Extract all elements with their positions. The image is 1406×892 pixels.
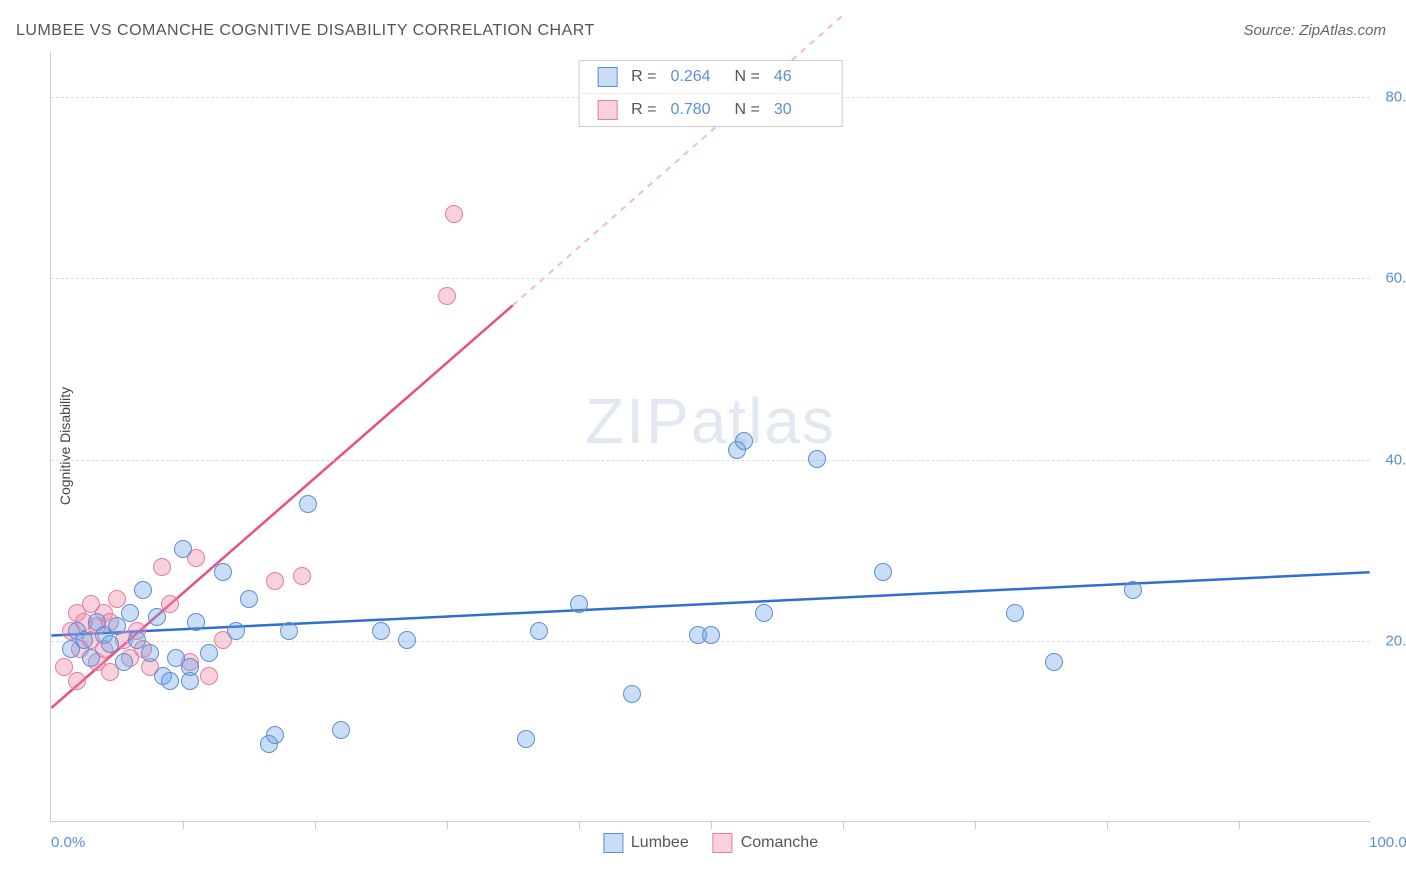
comanche-point (161, 595, 179, 613)
lumbee-point (141, 644, 159, 662)
lumbee-point (121, 604, 139, 622)
lumbee-point (101, 635, 119, 653)
x-tick (183, 821, 184, 829)
lumbee-point (115, 653, 133, 671)
plot-area: ZIPatlas 0.0% 100.0% R =0.264N =46R =0.7… (50, 52, 1370, 822)
lumbee-point (181, 672, 199, 690)
chart-title: LUMBEE VS COMANCHE COGNITIVE DISABILITY … (16, 22, 595, 40)
lumbee-point (148, 608, 166, 626)
x-tick (315, 821, 316, 829)
r-label: R = (631, 68, 656, 86)
r-value: 0.264 (671, 68, 721, 86)
comanche-point (266, 572, 284, 590)
lumbee-point (200, 644, 218, 662)
x-tick (447, 821, 448, 829)
lumbee-point (530, 622, 548, 640)
lumbee-point (161, 672, 179, 690)
lumbee-point (623, 685, 641, 703)
legend-item: Comanche (713, 833, 818, 853)
n-value: 30 (774, 101, 824, 119)
lumbee-point (75, 631, 93, 649)
y-tick-label: 20.0% (1385, 632, 1406, 649)
lumbee-point (332, 721, 350, 739)
lumbee-point (398, 631, 416, 649)
lumbee-point (808, 450, 826, 468)
lumbee-point (372, 622, 390, 640)
x-tick (711, 821, 712, 829)
n-label: N = (735, 101, 760, 119)
legend-item: Lumbee (603, 833, 689, 853)
x-tick (579, 821, 580, 829)
lumbee-point (280, 622, 298, 640)
n-label: N = (735, 68, 760, 86)
lumbee-point (187, 613, 205, 631)
x-tick (843, 821, 844, 829)
comanche-point (153, 558, 171, 576)
y-tick-label: 40.0% (1385, 451, 1406, 468)
lumbee-point (517, 730, 535, 748)
legend-swatch (713, 833, 733, 853)
lumbee-point (174, 540, 192, 558)
y-tick-label: 60.0% (1385, 270, 1406, 287)
lumbee-point (266, 726, 284, 744)
x-tick (1107, 821, 1108, 829)
comanche-point (438, 287, 456, 305)
legend-row: R = 0.264 N = 46 (579, 61, 842, 93)
lumbee-point (874, 563, 892, 581)
comanche-point (293, 567, 311, 585)
lumbee-point (1006, 604, 1024, 622)
lumbee-point (299, 495, 317, 513)
lumbee-point (108, 617, 126, 635)
lumbee-point (227, 622, 245, 640)
gridline (51, 460, 1370, 461)
lumbee-point (755, 604, 773, 622)
comanche-point (445, 205, 463, 223)
legend-row: R = 0.780 N = 30 (579, 93, 842, 126)
lumbee-point (1124, 581, 1142, 599)
comanche-point (68, 672, 86, 690)
r-value: 0.780 (671, 101, 721, 119)
legend-label: Comanche (741, 834, 818, 852)
lumbee-point (735, 432, 753, 450)
lumbee-point (702, 626, 720, 644)
lumbee-point (134, 581, 152, 599)
x-axis-max-label: 100.0% (1369, 834, 1406, 851)
lumbee-point (1045, 653, 1063, 671)
r-label: R = (631, 101, 656, 119)
legend-swatch (603, 833, 623, 853)
legend-swatch (597, 100, 617, 120)
correlation-legend: R = 0.264 N = 46 R = 0.780 N = 30 (578, 60, 843, 127)
gridline (51, 278, 1370, 279)
n-value: 46 (774, 68, 824, 86)
lumbee-point (214, 563, 232, 581)
lumbee-point (240, 590, 258, 608)
x-axis-min-label: 0.0% (51, 834, 85, 851)
lumbee-point (82, 649, 100, 667)
legend-swatch (597, 67, 617, 87)
series-legend: Lumbee Comanche (603, 833, 818, 853)
lumbee-point (570, 595, 588, 613)
source-label: Source: ZipAtlas.com (1243, 22, 1386, 39)
x-tick (975, 821, 976, 829)
legend-label: Lumbee (631, 834, 689, 852)
comanche-point (200, 667, 218, 685)
x-tick (1239, 821, 1240, 829)
y-tick-label: 80.0% (1385, 89, 1406, 106)
trendlines-layer (51, 52, 1370, 821)
